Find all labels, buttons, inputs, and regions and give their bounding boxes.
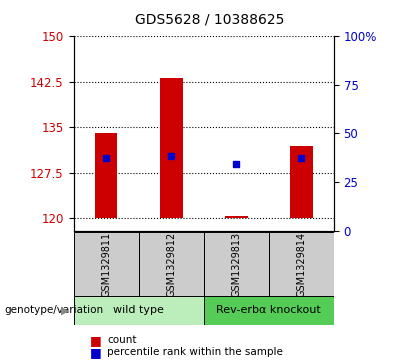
Bar	[204, 296, 334, 325]
Bar	[269, 232, 334, 296]
Text: GDS5628 / 10388625: GDS5628 / 10388625	[135, 13, 285, 27]
Text: count: count	[107, 335, 136, 346]
Bar	[139, 232, 204, 296]
Bar	[74, 232, 139, 296]
Text: GSM1329812: GSM1329812	[166, 232, 176, 297]
Bar	[204, 232, 269, 296]
Bar	[94, 133, 118, 219]
Text: ■: ■	[90, 334, 102, 347]
Text: GSM1329813: GSM1329813	[231, 232, 241, 297]
Text: Rev-erbα knockout: Rev-erbα knockout	[216, 305, 321, 315]
Bar	[225, 216, 248, 219]
Text: wild type: wild type	[113, 305, 164, 315]
Text: ■: ■	[90, 346, 102, 359]
Bar	[160, 78, 183, 219]
Text: ▶: ▶	[61, 305, 69, 315]
Bar	[74, 296, 204, 325]
Text: genotype/variation: genotype/variation	[4, 305, 103, 315]
Text: GSM1329811: GSM1329811	[101, 232, 111, 297]
Text: GSM1329814: GSM1329814	[297, 232, 306, 297]
Text: percentile rank within the sample: percentile rank within the sample	[107, 347, 283, 357]
Bar	[290, 146, 313, 219]
